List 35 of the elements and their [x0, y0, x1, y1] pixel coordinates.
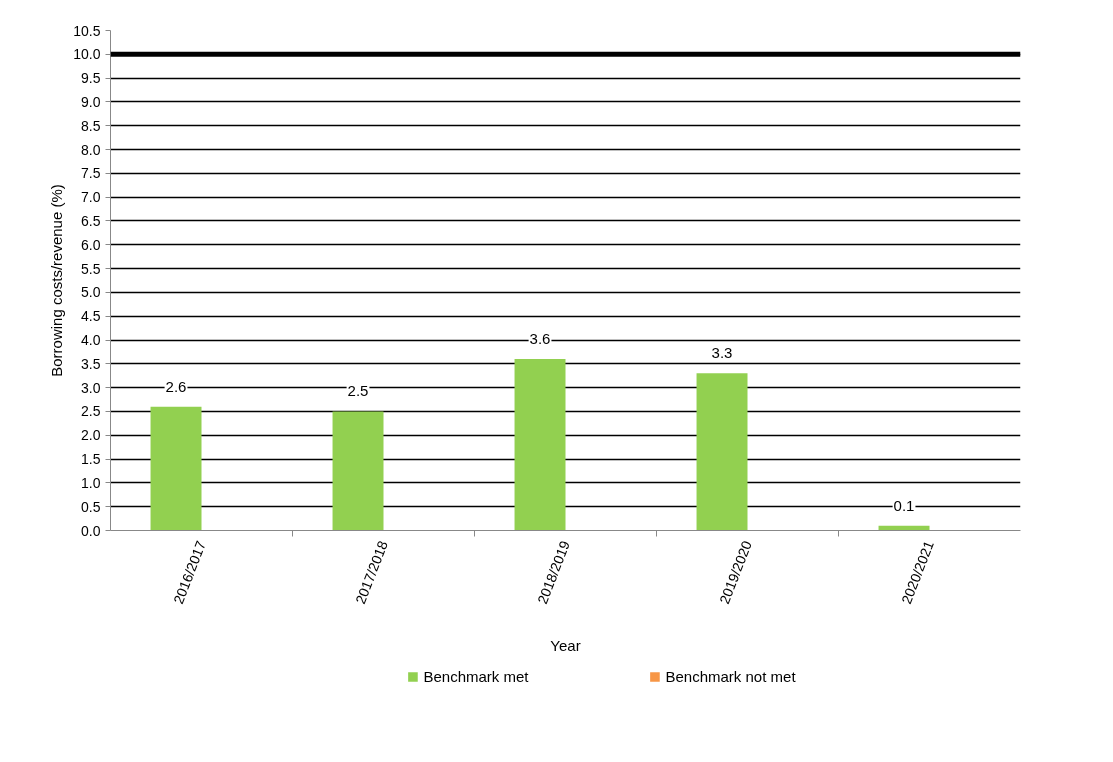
y-tick-label: 8.0: [81, 141, 101, 158]
y-tick-label: 9.0: [81, 93, 101, 110]
y-tick-label: 5.5: [81, 260, 101, 277]
y-tick-label: 2.0: [81, 427, 101, 444]
y-tick-label: 4.0: [81, 332, 101, 349]
y-tick-label: 3.5: [81, 355, 101, 372]
y-tick-label: 8.5: [81, 117, 101, 134]
y-tick-label: 1.5: [81, 451, 101, 468]
y-tick-label: 0.0: [81, 522, 101, 539]
data-label: 3.3: [711, 344, 733, 362]
data-label: 3.6: [529, 330, 551, 348]
y-tick-label: 3.0: [81, 379, 101, 396]
bar: [332, 411, 384, 531]
y-tick-label: 10.5: [73, 22, 101, 39]
y-tick-label: 5.0: [81, 284, 101, 301]
legend-label: Benchmark not met: [665, 667, 796, 685]
y-tick-label: 7.5: [81, 165, 101, 182]
y-tick-label: 4.5: [81, 308, 101, 325]
y-tick-label: 1.0: [81, 474, 101, 491]
y-axis-title: Borrowing costs/revenue (%): [48, 184, 66, 377]
y-tick-label: 10.0: [73, 46, 101, 63]
data-label: 2.6: [165, 377, 187, 395]
y-tick-label: 6.5: [81, 212, 101, 229]
data-label: 2.5: [347, 382, 369, 400]
bar: [696, 373, 748, 531]
y-tick-label: 2.5: [81, 403, 101, 420]
x-axis-title: Year: [550, 636, 581, 654]
data-label: 0.1: [893, 496, 915, 514]
y-tick-label: 9.5: [81, 70, 101, 87]
bar: [150, 406, 202, 531]
y-tick-label: 0.5: [81, 498, 101, 515]
bar: [514, 359, 566, 531]
y-tick-label: 7.0: [81, 189, 101, 206]
legend-label: Benchmark met: [423, 667, 529, 685]
y-tick-label: 6.0: [81, 236, 101, 253]
